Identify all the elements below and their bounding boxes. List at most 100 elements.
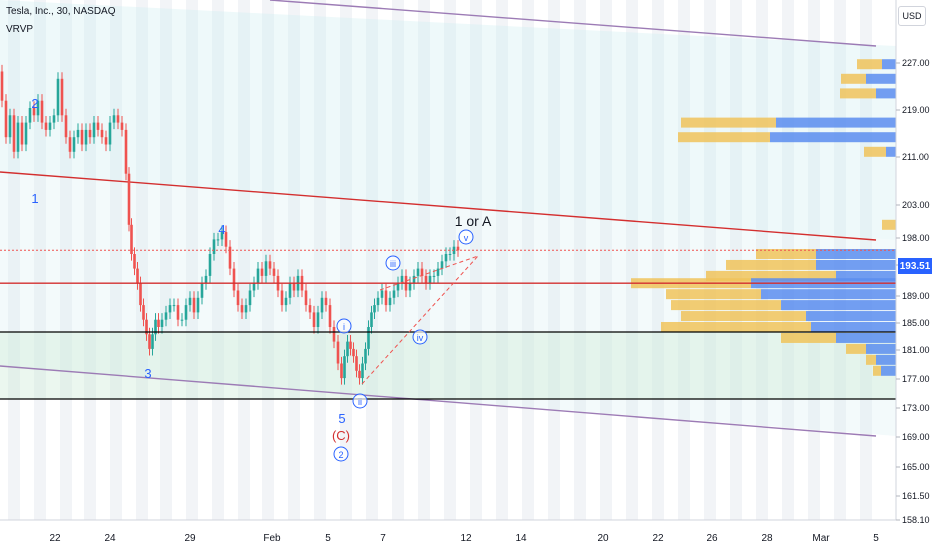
candlesticks	[0, 64, 460, 385]
support-zone	[0, 332, 896, 399]
wave-label-circle	[352, 393, 368, 409]
vp-bar-up	[836, 270, 896, 281]
indicator-name[interactable]: VRVP	[6, 24, 34, 35]
vp-bar-down	[882, 219, 896, 230]
price-axis: 227.00219.00211.00203.00198.00193.00189.…	[895, 0, 932, 550]
candle-body	[48, 122, 52, 130]
candle-body	[320, 297, 324, 313]
candle-body	[232, 268, 236, 291]
candle-body	[373, 305, 376, 313]
candle-body	[216, 239, 220, 241]
session-stripe	[34, 0, 46, 520]
upper-channel-fill	[0, 0, 896, 240]
vp-bar-up	[876, 88, 896, 99]
wave-label: iii	[390, 259, 396, 269]
vp-bar-down	[866, 354, 876, 365]
candle-body	[364, 348, 367, 364]
candle-body	[424, 275, 428, 284]
channel-middle-line	[0, 171, 877, 241]
wave-label: 2	[338, 450, 343, 460]
session-stripe	[626, 0, 638, 520]
price-tick-label: 219.00	[902, 105, 930, 115]
candle-body	[124, 129, 128, 174]
channel-lower-line	[0, 365, 877, 437]
vp-bar-down	[671, 300, 781, 311]
candle-body	[436, 268, 440, 276]
candle-body	[260, 268, 264, 276]
time-tick-label: 12	[460, 533, 472, 544]
vp-bar-up	[816, 249, 896, 259]
price-zones	[0, 0, 896, 436]
candle-body	[392, 290, 396, 298]
price-tick-label: 198.00	[902, 233, 930, 243]
time-tick-label: 5	[873, 533, 879, 544]
candle-body	[361, 363, 364, 379]
wave-label: v	[464, 233, 469, 243]
vp-bar-down	[661, 322, 811, 332]
vp-bar-down	[864, 146, 886, 157]
candle-body	[20, 122, 24, 145]
candle-body	[370, 312, 373, 327]
price-tick-label: 169.00	[902, 432, 930, 442]
vp-bar-up	[882, 59, 896, 70]
wave-label: 3	[144, 366, 151, 381]
candle-body	[284, 297, 288, 306]
candle-body	[367, 327, 370, 349]
price-tick-label: 161.50	[902, 491, 930, 501]
vp-bar-down	[781, 332, 836, 343]
symbol-title: Tesla, Inc., 30, NASDAQ	[6, 6, 116, 17]
price-tick-label: 227.00	[902, 58, 930, 68]
candle-body	[420, 268, 424, 276]
candle-body	[324, 297, 328, 306]
vp-bar-up	[866, 343, 896, 354]
vp-bar-up	[866, 73, 896, 84]
candle-body	[204, 275, 208, 284]
session-stripe	[548, 0, 560, 520]
candle-body	[244, 305, 248, 313]
lower-channel-fill	[0, 172, 896, 436]
vp-bar-down	[681, 117, 776, 128]
session-stripe	[522, 0, 534, 520]
price-tick-label: 165.00	[902, 462, 930, 472]
price-tick-label: 181.00	[902, 345, 930, 355]
vp-bar-down	[756, 249, 816, 259]
vp-bar-down	[873, 365, 881, 376]
vp-bar-down	[666, 289, 761, 300]
wave-label: ii	[358, 397, 362, 407]
vp-bar-up	[836, 332, 896, 343]
time-tick-label: 29	[184, 533, 196, 544]
candle-body	[349, 341, 352, 349]
wave-label: 1	[31, 191, 38, 206]
vp-bar-up	[886, 146, 896, 157]
time-axis: 22 24 29 Feb 5 7 12 14 20 22 26 28 Mar 5	[0, 519, 896, 550]
candle-body	[116, 115, 120, 123]
candle-body	[444, 254, 448, 262]
currency-selector[interactable]: USD	[898, 6, 926, 26]
vp-bar-up	[816, 259, 896, 270]
time-tick-label: 26	[706, 533, 718, 544]
wave-label: (C)	[332, 428, 350, 443]
session-stripe	[60, 0, 72, 520]
candle-body	[168, 305, 172, 313]
vp-bar-down	[726, 259, 816, 270]
candle-body	[76, 129, 80, 138]
session-stripe	[160, 0, 172, 520]
vp-bar-down	[841, 73, 866, 84]
candle-body	[408, 283, 412, 291]
candle-body	[120, 122, 124, 130]
candle-body	[157, 319, 160, 327]
candle-body	[40, 100, 44, 123]
price-tick-label: 211.00	[902, 152, 929, 162]
session-stripe	[496, 0, 508, 520]
candle-body	[68, 137, 72, 152]
candle-body	[432, 275, 436, 277]
candle-body	[280, 290, 284, 306]
candle-body	[200, 283, 204, 298]
candle-body	[456, 246, 460, 251]
vp-bar-up	[881, 365, 896, 376]
vp-bar-down	[678, 132, 770, 143]
candle-body	[336, 341, 340, 364]
vp-bar-up	[811, 322, 896, 332]
session-stripe	[366, 0, 378, 520]
